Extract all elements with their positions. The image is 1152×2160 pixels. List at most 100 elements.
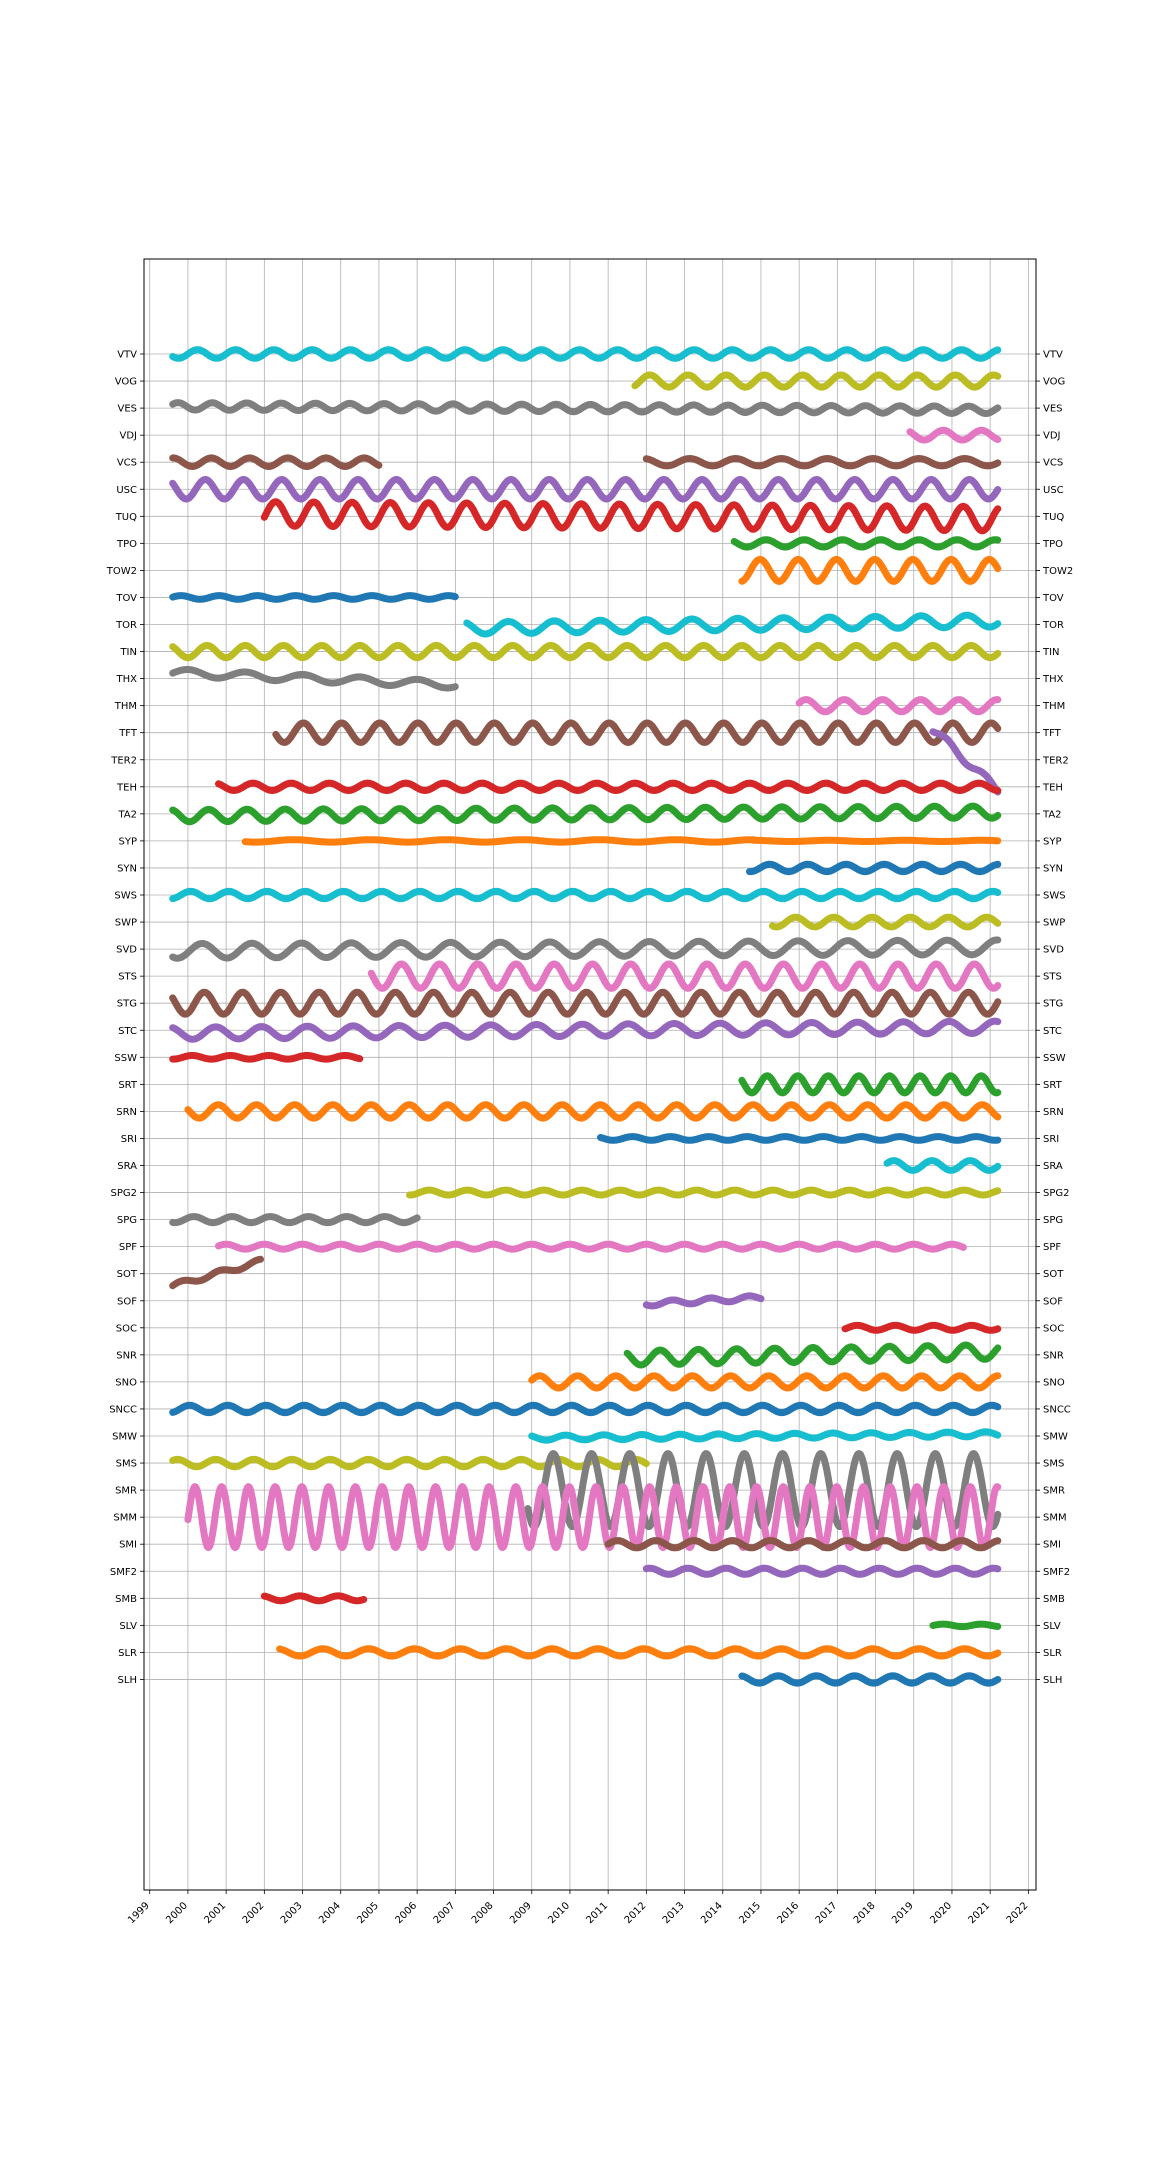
x-tick-label: 2016: [775, 1900, 801, 1926]
y-tick-label-right: SPF: [1043, 1242, 1061, 1253]
series-sri: [597, 1133, 1002, 1144]
y-tick-label-left: VES: [117, 404, 137, 415]
series-smb: [260, 1592, 368, 1605]
series-segment-spg2-0: [406, 1186, 1002, 1199]
y-tick-label-right: SYP: [1043, 836, 1062, 847]
series-segment-spf-0: [215, 1240, 967, 1253]
series-segment-smi-0: [604, 1537, 1002, 1552]
x-tick-label: 2017: [814, 1900, 840, 1926]
series-segment-tov-0: [169, 592, 459, 603]
series-sts: [367, 960, 1002, 992]
series-segment-vcs-0: [169, 454, 383, 470]
x-tick-label: 2003: [279, 1900, 305, 1926]
y-tick-label-right: TA2: [1042, 809, 1062, 820]
y-tick-label-left: SNR: [116, 1350, 137, 1361]
series-segment-smf2-0: [642, 1564, 1002, 1578]
y-tick-label-right: USC: [1043, 485, 1064, 496]
series-sof: [642, 1292, 765, 1310]
y-tick-label-right: SPG2: [1043, 1188, 1070, 1199]
y-tick-label-right: SMM: [1043, 1513, 1067, 1524]
x-tick-label: 2020: [928, 1900, 954, 1926]
series-segment-vcs-1: [642, 455, 1002, 470]
series-vdj: [906, 426, 1002, 444]
x-tick-labels: 1999 2000 2001 2002 2003 2004 2005 2006 2007 2008…: [126, 1890, 1030, 1926]
x-tick-label: 2000: [164, 1900, 190, 1926]
series-stc: [169, 1017, 1002, 1043]
series-segment-usc-0: [169, 476, 1002, 503]
series-spg2: [406, 1186, 1002, 1199]
x-tick-label: 2012: [623, 1900, 649, 1926]
y-tick-label-right: SOT: [1043, 1269, 1064, 1280]
series-segment-thm-0: [795, 696, 1002, 716]
series-segment-swp-0: [768, 913, 1002, 931]
y-tick-label-right: SRA: [1043, 1161, 1063, 1172]
y-tick-label-right: SYN: [1043, 863, 1063, 874]
series-srn: [184, 1101, 1002, 1122]
y-tick-label-left: TIN: [119, 647, 137, 658]
y-tick-label-left: SLV: [119, 1621, 137, 1632]
series-segment-vog-0: [631, 371, 1002, 391]
series-segment-tor-0: [463, 611, 1002, 638]
series-segment-stc-0: [169, 1017, 1002, 1043]
plot-marks: [169, 346, 1002, 1687]
y-tick-label-right: VES: [1043, 404, 1063, 415]
series-segment-sra-0: [883, 1157, 1002, 1174]
series-segment-sts-0: [367, 960, 1002, 992]
y-tick-label-right: TOV: [1042, 593, 1064, 604]
y-tick-label-left: SLR: [118, 1648, 137, 1659]
x-tick-label: 2004: [317, 1900, 343, 1926]
series-segment-sws-0: [169, 887, 1002, 903]
series-segment-ta2-0: [169, 802, 1002, 826]
series-segment-sri-0: [597, 1133, 1002, 1144]
series-smf2: [642, 1564, 1002, 1578]
y-tick-label-left: SSW: [114, 1053, 137, 1064]
x-tick-label: 2002: [241, 1900, 267, 1926]
y-tick-label-left: VOG: [115, 377, 137, 388]
series-tow2: [738, 555, 1002, 585]
y-tick-label-right: THX: [1042, 674, 1064, 685]
series-segment-vdj-0: [906, 426, 1002, 444]
y-tick-label-right: TOW2: [1042, 566, 1073, 577]
y-tick-label-left: TOR: [115, 620, 137, 631]
series-slr: [276, 1645, 1002, 1660]
series-snr: [623, 1341, 1002, 1369]
y-tick-label-left: SNO: [115, 1377, 137, 1388]
y-tick-label-right: SMF2: [1043, 1567, 1070, 1578]
series-tuq: [260, 498, 1002, 535]
y-tick-label-right: SMB: [1043, 1594, 1065, 1605]
x-tick-label: 2019: [890, 1900, 916, 1926]
series-segment-syp-1: [749, 836, 1002, 845]
y-tick-label-right: TUQ: [1042, 512, 1064, 523]
y-tick-label-left: SWP: [115, 918, 137, 929]
y-tick-label-right: SSW: [1043, 1053, 1066, 1064]
series-smw: [528, 1428, 1002, 1444]
y-tick-label-left: SPG2: [111, 1188, 138, 1199]
series-segment-stg-0: [169, 988, 1002, 1018]
y-tick-label-right: SOF: [1043, 1296, 1063, 1307]
series-sncc: [169, 1401, 1002, 1417]
x-tick-label: 2014: [699, 1900, 725, 1926]
y-tick-label-right: SMW: [1043, 1432, 1068, 1443]
x-tick-label: 2013: [661, 1900, 687, 1926]
series-tin: [169, 642, 1002, 662]
y-tick-label-right: SWS: [1043, 891, 1066, 902]
y-tick-label-left: SPF: [119, 1242, 137, 1253]
series-segment-svd-0: [169, 936, 1002, 962]
x-tick-label: 1999: [126, 1900, 152, 1926]
y-tick-label-left: SRA: [117, 1161, 137, 1172]
y-tick-label-left: TEH: [116, 782, 137, 793]
y-tick-label-right: TIN: [1042, 647, 1060, 658]
y-tick-label-left: SOF: [117, 1296, 137, 1307]
series-usc: [169, 476, 1002, 503]
y-tick-label-right: SNO: [1043, 1377, 1065, 1388]
y-tick-label-left: SMB: [115, 1594, 137, 1605]
series-smm: [184, 1483, 1002, 1551]
series-sot: [169, 1255, 264, 1290]
x-tick-label: 2021: [967, 1900, 993, 1926]
y-tick-label-left: TUQ: [115, 512, 137, 523]
y-tick-label-left: VCS: [117, 458, 137, 469]
series-segment-smb-0: [260, 1592, 368, 1605]
series-segment-sms-0: [169, 1455, 650, 1471]
y-tick-label-left: TOV: [115, 593, 137, 604]
y-tick-label-right: SVD: [1043, 945, 1064, 956]
